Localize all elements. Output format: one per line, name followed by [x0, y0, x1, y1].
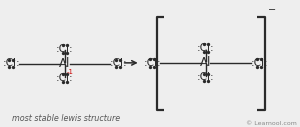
Text: :Cl:: :Cl: — [143, 58, 161, 68]
Text: -1: -1 — [66, 69, 73, 75]
Text: :Cl:: :Cl: — [56, 44, 74, 54]
Text: −: − — [268, 5, 276, 15]
Text: :Cl:: :Cl: — [110, 59, 127, 68]
Text: most stable lewis structure: most stable lewis structure — [12, 114, 120, 123]
Text: :Cl:: :Cl: — [2, 59, 20, 68]
Text: :Cl:: :Cl: — [250, 58, 268, 68]
Text: :Cl:: :Cl: — [56, 73, 74, 83]
Text: © Learnool.com: © Learnool.com — [246, 121, 297, 126]
Text: :Cl:: :Cl: — [197, 43, 214, 53]
Text: :Cl:: :Cl: — [197, 73, 214, 82]
Text: Al: Al — [59, 57, 70, 70]
Text: Al: Al — [200, 56, 211, 69]
